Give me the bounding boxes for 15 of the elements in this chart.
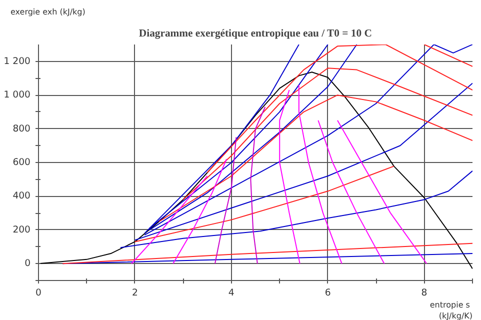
x-tick-label: 2	[132, 288, 138, 298]
x-tick-label: 8	[421, 288, 428, 298]
y-tick-label: 1 200	[4, 56, 31, 67]
y-tick-label: 0	[24, 258, 31, 270]
y-tick-label: 800	[12, 123, 31, 134]
x-tick-label: 6	[324, 288, 331, 298]
x-axis-title: entropie s (kJ/kg/K)	[430, 300, 473, 320]
y-tick-label: 1 000	[4, 90, 31, 101]
chart-title: Diagramme exergétique entropique eau / T0 = 10 C	[138, 28, 372, 40]
y-tick-label: 200	[12, 224, 31, 236]
y-tick-label: 400	[12, 190, 31, 202]
y-tick-label: 600	[12, 157, 31, 168]
x-tick-label: 0	[36, 288, 42, 298]
x-tick-label: 4	[228, 288, 234, 298]
y-axis-title: exergie exh (kJ/kg)	[10, 8, 86, 16]
